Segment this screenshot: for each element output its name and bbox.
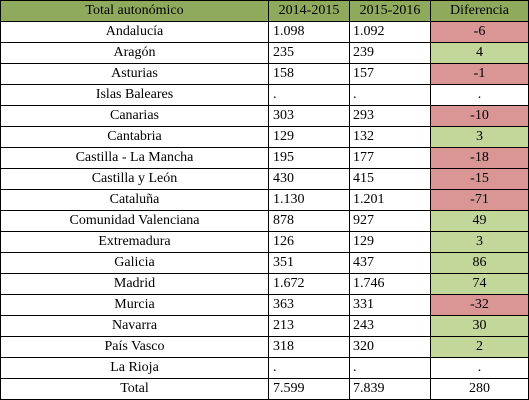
region-name: Comunidad Valenciana (0, 210, 269, 232)
difference-value: 86 (430, 252, 529, 274)
table-body: Andalucía 1.098 1.092 -6 Aragón 235 239 4 Asturi… (0, 21, 529, 379)
region-name: Murcia (0, 294, 269, 316)
value-2014-2015: 126 (268, 231, 350, 253)
value-2015-2016: 437 (349, 252, 431, 274)
difference-value: -71 (430, 189, 529, 211)
value-2015-2016: 320 (349, 336, 431, 358)
value-2014-2015: 235 (268, 42, 350, 64)
difference-value: -32 (430, 294, 529, 316)
table-row: Galicia 351 437 86 (0, 252, 529, 274)
table-row: Castilla - La Mancha 195 177 -18 (0, 147, 529, 169)
region-name: Asturias (0, 63, 269, 85)
value-2015-2016: 239 (349, 42, 431, 64)
value-2015-2016: . (349, 84, 431, 106)
table-row: Madrid 1.672 1.746 74 (0, 273, 529, 295)
table-row: País Vasco 318 320 2 (0, 336, 529, 358)
difference-value: -18 (430, 147, 529, 169)
table-row: Canarias 303 293 -10 (0, 105, 529, 127)
total-row: Total 7.599 7.839 280 (0, 378, 529, 400)
region-name: Castilla y León (0, 168, 269, 190)
difference-value: 3 (430, 126, 529, 148)
value-2014-2015: . (268, 357, 350, 379)
value-2015-2016: 331 (349, 294, 431, 316)
region-name: Cantabria (0, 126, 269, 148)
region-name: País Vasco (0, 336, 269, 358)
region-name: Extremadura (0, 231, 269, 253)
region-name: Canarias (0, 105, 269, 127)
table-row: Castilla y León 430 415 -15 (0, 168, 529, 190)
table-row: Comunidad Valenciana 878 927 49 (0, 210, 529, 232)
value-2015-2016: 1.201 (349, 189, 431, 211)
table-row: Murcia 363 331 -32 (0, 294, 529, 316)
table-row: Aragón 235 239 4 (0, 42, 529, 64)
value-2015-2016: 157 (349, 63, 431, 85)
difference-value: 30 (430, 315, 529, 337)
value-2015-2016: 1.746 (349, 273, 431, 295)
difference-value: . (430, 84, 529, 106)
difference-value: -10 (430, 105, 529, 127)
header-row: Total autonómico 2014-2015 2015-2016 Dif… (0, 0, 529, 22)
region-name: Andalucía (0, 21, 269, 43)
region-name: Galicia (0, 252, 269, 274)
value-2014-2015: . (268, 84, 350, 106)
value-2015-2016: 243 (349, 315, 431, 337)
total-difference: 280 (430, 378, 529, 400)
difference-value: -1 (430, 63, 529, 85)
table-row: Cantabria 129 132 3 (0, 126, 529, 148)
difference-value: 3 (430, 231, 529, 253)
header-region: Total autonómico (0, 0, 269, 22)
region-name: Cataluña (0, 189, 269, 211)
total-2015-2016: 7.839 (349, 378, 431, 400)
value-2014-2015: 1.098 (268, 21, 350, 43)
region-name: La Rioja (0, 357, 269, 379)
value-2015-2016: 129 (349, 231, 431, 253)
difference-value: -6 (430, 21, 529, 43)
value-2014-2015: 318 (268, 336, 350, 358)
region-name: Castilla - La Mancha (0, 147, 269, 169)
value-2015-2016: 177 (349, 147, 431, 169)
table-row: Andalucía 1.098 1.092 -6 (0, 21, 529, 43)
region-name: Islas Baleares (0, 84, 269, 106)
total-label: Total (0, 378, 269, 400)
value-2015-2016: . (349, 357, 431, 379)
value-2014-2015: 1.130 (268, 189, 350, 211)
value-2014-2015: 878 (268, 210, 350, 232)
difference-value: 74 (430, 273, 529, 295)
total-2014-2015: 7.599 (268, 378, 350, 400)
table-row: Asturias 158 157 -1 (0, 63, 529, 85)
value-2015-2016: 293 (349, 105, 431, 127)
value-2015-2016: 927 (349, 210, 431, 232)
region-name: Madrid (0, 273, 269, 295)
table-row: Islas Baleares... (0, 84, 529, 106)
header-2015-2016: 2015-2016 (349, 0, 431, 22)
value-2015-2016: 132 (349, 126, 431, 148)
value-2014-2015: 1.672 (268, 273, 350, 295)
difference-value: 4 (430, 42, 529, 64)
value-2014-2015: 213 (268, 315, 350, 337)
value-2014-2015: 363 (268, 294, 350, 316)
difference-value: 49 (430, 210, 529, 232)
difference-value: . (430, 357, 529, 379)
value-2015-2016: 1.092 (349, 21, 431, 43)
value-2014-2015: 158 (268, 63, 350, 85)
table-row: Navarra 213 243 30 (0, 315, 529, 337)
table-row: La Rioja... (0, 357, 529, 379)
value-2014-2015: 351 (268, 252, 350, 274)
table-row: Cataluña 1.130 1.201 -71 (0, 189, 529, 211)
region-name: Aragón (0, 42, 269, 64)
header-2014-2015: 2014-2015 (268, 0, 350, 22)
header-difference: Diferencia (430, 0, 529, 22)
difference-value: 2 (430, 336, 529, 358)
region-name: Navarra (0, 315, 269, 337)
value-2014-2015: 195 (268, 147, 350, 169)
value-2014-2015: 430 (268, 168, 350, 190)
value-2015-2016: 415 (349, 168, 431, 190)
difference-value: -15 (430, 168, 529, 190)
value-2014-2015: 129 (268, 126, 350, 148)
table-row: Extremadura 126 129 3 (0, 231, 529, 253)
value-2014-2015: 303 (268, 105, 350, 127)
